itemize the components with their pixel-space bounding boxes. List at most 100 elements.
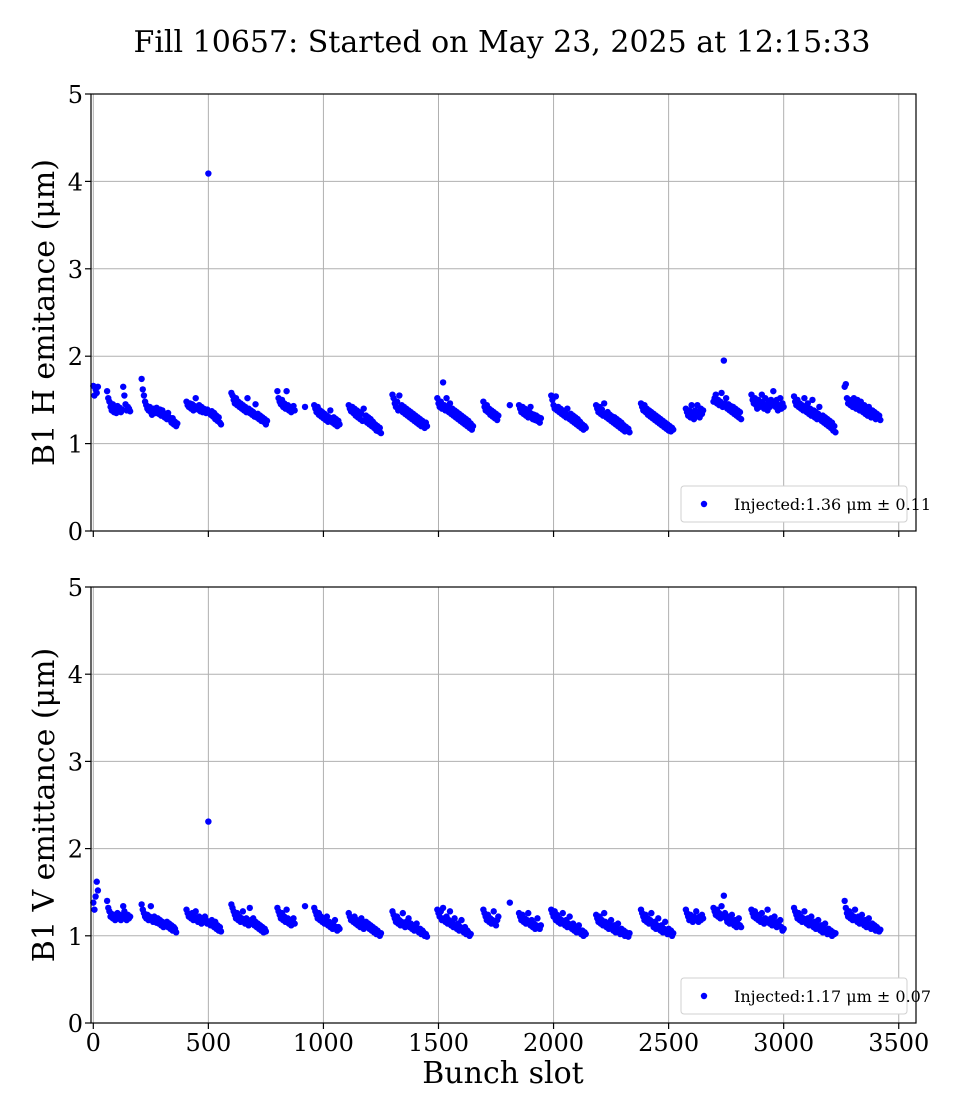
- data-point: [413, 920, 420, 927]
- data-point: [423, 422, 431, 430]
- data-point: [103, 387, 111, 395]
- data-point: [525, 909, 532, 917]
- data-point: [728, 911, 736, 919]
- data-point: [467, 930, 474, 938]
- data-point: [764, 906, 771, 913]
- data-point: [626, 929, 633, 937]
- figure-title: Fill 10657: Started on May 23, 2025 at 1…: [134, 25, 871, 60]
- x-tick-label: 3000: [753, 1029, 814, 1057]
- data-point: [582, 424, 589, 432]
- data-point: [777, 916, 784, 924]
- data-point: [552, 393, 560, 400]
- data-point: [244, 394, 251, 402]
- y-tick-label: 4: [68, 661, 83, 689]
- data-point: [120, 383, 127, 390]
- data-point: [323, 913, 331, 920]
- legend-marker: [700, 992, 708, 1000]
- data-point: [469, 422, 477, 430]
- data-point: [174, 420, 181, 427]
- legend: Injected:1.36 μm ± 0.11: [680, 485, 931, 523]
- data-point: [103, 897, 111, 905]
- data-point: [283, 387, 290, 395]
- data-point: [138, 901, 145, 908]
- data-point: [495, 412, 502, 419]
- data-point: [140, 392, 148, 399]
- data-point: [720, 357, 728, 364]
- data-point: [801, 908, 808, 915]
- data-point: [217, 928, 225, 935]
- data-point: [720, 892, 728, 899]
- y-tick-label: 0: [68, 518, 83, 546]
- data-point: [527, 403, 534, 411]
- data-point: [90, 899, 97, 906]
- y-tick-label: 5: [68, 81, 83, 109]
- x-axis-label: Bunch slot: [422, 1056, 583, 1091]
- data-point: [252, 401, 259, 408]
- data-point: [283, 906, 290, 913]
- legend-box: [680, 977, 908, 1015]
- data-point: [121, 392, 128, 399]
- data-point: [215, 414, 222, 421]
- data-point: [770, 387, 777, 395]
- data-point: [451, 915, 458, 922]
- data-point: [327, 407, 334, 414]
- data-point: [126, 408, 134, 415]
- data-point: [758, 909, 766, 917]
- data-point: [718, 902, 725, 910]
- data-point: [439, 904, 447, 912]
- legend-box: [680, 485, 908, 523]
- legend-marker: [700, 500, 708, 508]
- data-point: [841, 897, 848, 905]
- data-point: [301, 403, 309, 411]
- data-point: [598, 406, 606, 413]
- data-point: [832, 429, 839, 436]
- data-point: [735, 915, 743, 922]
- data-point: [377, 429, 385, 437]
- data-point: [492, 922, 500, 929]
- y-tick-label: 0: [68, 1010, 83, 1038]
- data-point: [399, 909, 407, 917]
- data-point: [626, 429, 633, 436]
- data-point: [92, 893, 99, 900]
- legend-label: Injected:1.36 μm ± 0.11: [734, 495, 931, 514]
- data-point: [600, 400, 608, 407]
- data-point: [290, 915, 297, 922]
- data-point: [877, 926, 884, 933]
- data-point: [239, 908, 247, 915]
- data-point: [780, 403, 787, 411]
- data-point: [534, 915, 541, 922]
- data-point: [648, 909, 655, 917]
- data-point: [246, 904, 253, 912]
- data-point: [126, 913, 134, 920]
- data-point: [688, 401, 695, 409]
- data-point: [506, 401, 514, 409]
- data-point: [614, 920, 622, 927]
- data-point: [670, 426, 677, 433]
- data-point: [458, 916, 465, 924]
- data-point: [139, 386, 146, 393]
- data-point: [443, 394, 450, 402]
- x-tick-label: 1000: [293, 1029, 354, 1057]
- y-tick-label: 1: [68, 431, 83, 459]
- data-point: [771, 913, 778, 920]
- data-point: [600, 909, 608, 917]
- data-point: [564, 405, 571, 412]
- data-point: [670, 929, 677, 937]
- data-point: [661, 918, 669, 926]
- data-point: [172, 929, 180, 936]
- data-point: [722, 394, 730, 402]
- x-tick-label: 2000: [523, 1029, 584, 1057]
- data-point: [291, 920, 298, 927]
- data-point: [205, 170, 212, 177]
- y-axis-label: B1 H emitance (μm): [27, 159, 62, 466]
- data-point: [575, 922, 583, 929]
- data-point: [439, 379, 447, 386]
- data-point: [120, 902, 127, 910]
- data-points: [90, 170, 884, 437]
- data-point: [737, 415, 745, 423]
- data-point: [699, 915, 707, 922]
- data-point: [865, 915, 873, 922]
- data-point: [490, 908, 497, 915]
